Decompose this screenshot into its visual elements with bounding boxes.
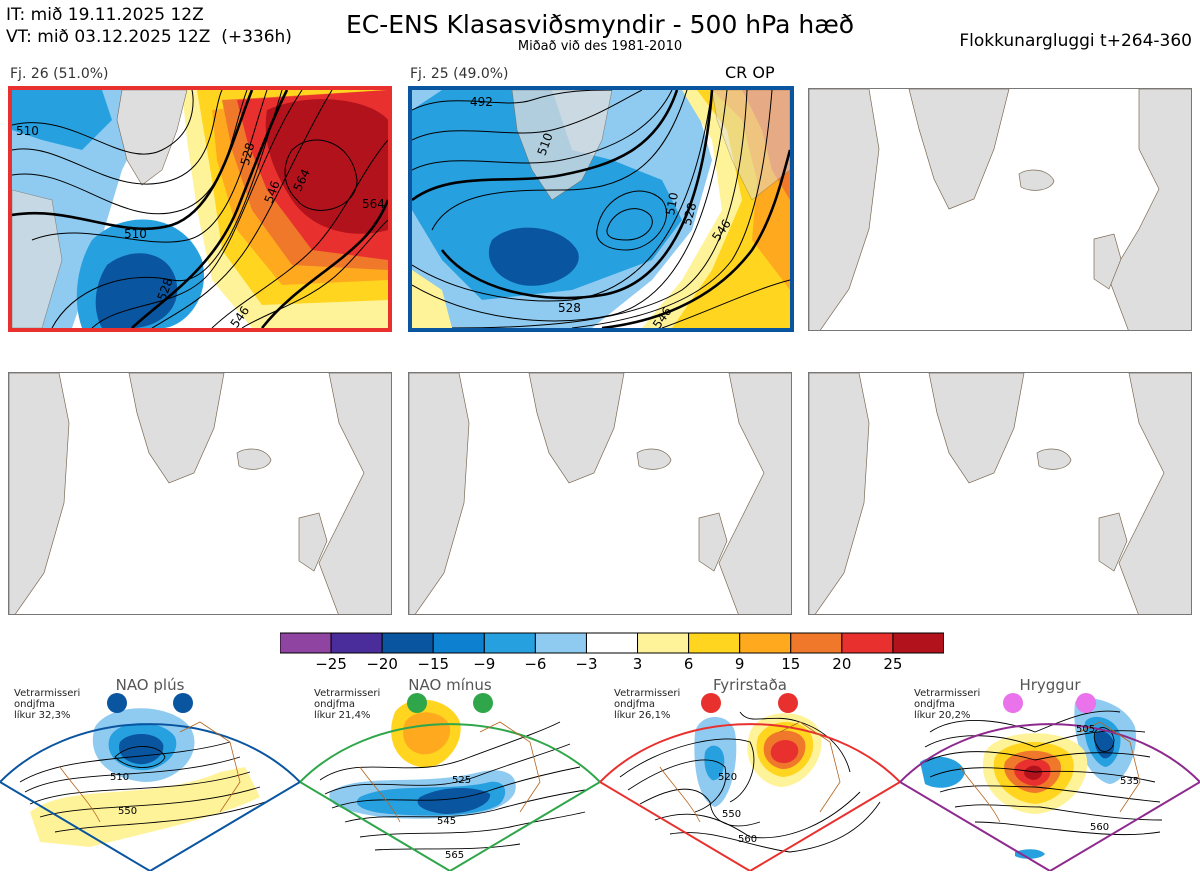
colorbar-tick-label: 9 [734,655,745,673]
colorbar-swatch [841,632,894,654]
colorbar-swatch [637,632,690,654]
regime-dot [701,693,721,713]
regime-name: NAO mínus [408,676,492,694]
regime-name: Fyrirstaða [713,676,787,694]
colorbar-swatch [585,632,639,654]
empty-map-3 [808,88,1192,331]
regime-note: Vetrarmisseri ondjfma líkur 32,3% [14,688,81,721]
colorbar-swatch [280,632,332,654]
colorbar-tick-label: −20 [366,655,398,673]
contour-label: 560 [1090,822,1109,833]
contour-label: 560 [738,834,757,845]
contour-label: 525 [452,775,471,786]
regime-dot [107,693,127,713]
empty-map-4 [8,372,392,615]
regime-dot [1003,693,1023,713]
colorbar-swatch [432,632,485,654]
contour-label: 510 [110,772,129,783]
regime-note: Vetrarmisseri ondjfma líkur 20,2% [914,688,981,721]
colorbar-tick-label: 25 [883,655,903,673]
empty-map-6 [808,372,1192,615]
contour-label: 505 [1076,724,1095,735]
regime-nao-minus: 525 545 565 NAO mínus Vetrarmisseri ondj… [298,672,602,873]
regime-note: Vetrarmisseri ondjfma líkur 21,4% [314,688,381,721]
cluster1-label: Fj. 26 (51.0%) [10,66,109,82]
colorbar-swatch [790,632,843,654]
regime-dot [173,693,193,713]
regime-note: Vetrarmisseri ondjfma líkur 26,1% [614,688,681,721]
regime-dot [778,693,798,713]
contour-label: 565 [445,850,464,861]
colorbar-tick-label: −3 [575,655,598,673]
cluster2-marker: CR OP [725,63,775,82]
empty-map-5 [408,372,792,615]
contour-label: 550 [118,806,137,817]
cluster1-map: 510 510 528 528 546 564 564 546 [8,86,392,332]
contour-label: 564 [362,197,385,211]
colorbar-swatch [483,632,536,654]
cluster2-label: Fj. 25 (49.0%) [410,66,509,82]
page-subtitle: Miðað við des 1981-2010 [517,39,683,54]
contour-label: 510 [16,124,39,138]
colorbar-swatch [330,632,383,654]
colorbar-swatch [739,632,792,654]
regime-nao-plus: 510 550 NAO plús Vetrarmisseri ondjfma l… [0,672,302,873]
run-times: IT: mið 19.11.2025 12Z VT: mið 03.12.2025… [6,4,292,48]
regime-name: NAO plús [115,676,185,694]
contour-label: 535 [1120,776,1139,787]
colorbar-swatch [534,632,587,654]
contour-label: 550 [722,809,741,820]
regime-name: Hryggur [1019,676,1081,694]
colorbar [280,632,944,654]
regime-dot [1076,693,1096,713]
colorbar-tick-label: −6 [524,655,547,673]
contour-label: 492 [470,95,493,109]
contour-label: 545 [437,816,456,827]
colorbar-tick-label: −9 [473,655,496,673]
initial-time: IT: mið 19.11.2025 12Z [6,5,204,25]
colorbar-tick-label: −25 [315,655,347,673]
regime-dot [407,693,427,713]
classification-window: Flokkunargluggi t+264-360 [959,31,1192,51]
colorbar-tick-label: 6 [683,655,694,673]
colorbar-swatch [892,632,944,654]
colorbar-swatch [688,632,741,654]
colorbar-tick-label: 3 [632,655,643,673]
page-title: EC-ENS Klasasviðsmyndir - 500 hPa hæð [345,10,855,39]
cluster2-map: 492 510 510 528 528 546 546 [408,86,794,332]
contour-label: 528 [238,141,257,167]
colorbar-tick-label: 15 [781,655,801,673]
contour-label: 528 [558,301,581,315]
regime-blocking: 520 550 560 Fyrirstaða Vetrarmisseri ond… [598,672,902,873]
valid-time: VT: mið 03.12.2025 12Z (+336h) [6,27,292,47]
contour-label: 510 [124,227,147,241]
colorbar-swatch [381,632,434,654]
colorbar-tick-label: −15 [417,655,450,673]
contour-label: 510 [663,191,681,216]
regime-dot [473,693,493,713]
contour-label: 528 [680,201,699,227]
colorbar-tick-label: 20 [832,655,852,673]
regime-ridge: 505 535 560 Hryggur Vetrarmisseri ondjfm… [898,672,1200,873]
contour-label: 520 [718,772,737,783]
